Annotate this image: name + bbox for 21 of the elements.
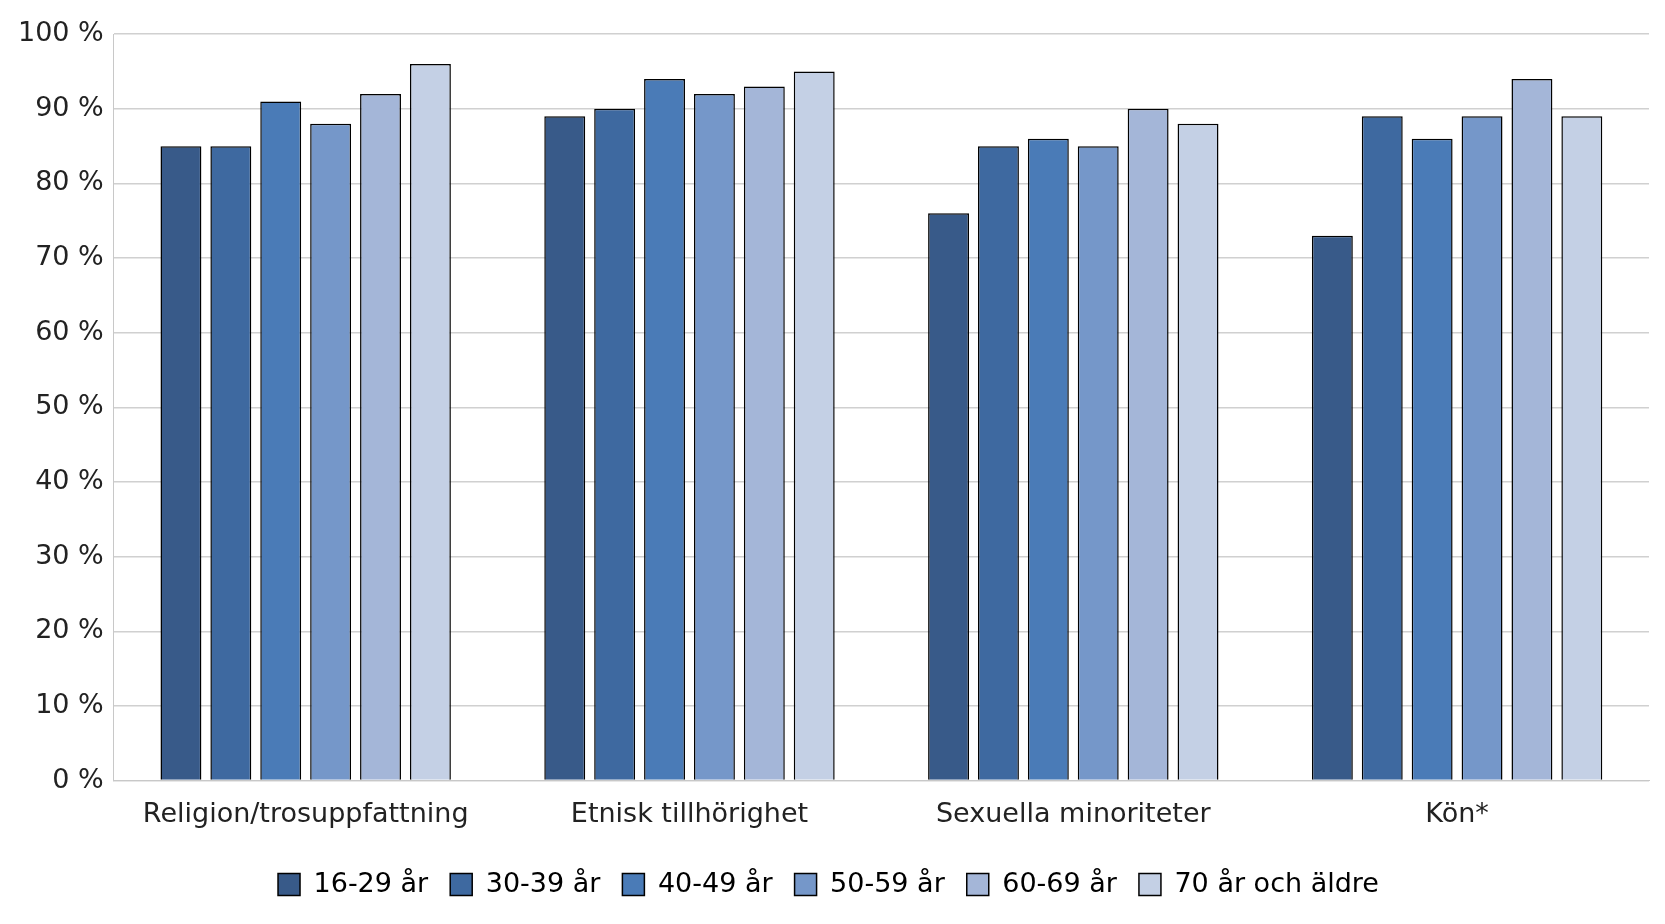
x-tick-label: Sexuella minoriteter xyxy=(935,796,1212,828)
x-tick-label: Religion/trosuppfattning xyxy=(142,796,469,828)
x-tick-label: Kön* xyxy=(1425,796,1489,828)
y-tick-label: 0 % xyxy=(52,762,104,794)
legend-label: 60-69 år xyxy=(1002,866,1118,898)
y-tick-label: 70 % xyxy=(35,240,104,272)
y-tick-label: 20 % xyxy=(35,613,104,645)
legend-label: 30-39 år xyxy=(485,866,602,898)
legend-label: 40-49 år xyxy=(657,866,774,898)
y-tick-label: 30 % xyxy=(35,538,104,570)
y-tick-label: 80 % xyxy=(35,165,104,197)
y-tick-label: 40 % xyxy=(35,464,104,496)
y-tick-label: 100 % xyxy=(17,16,104,48)
y-tick-label: 60 % xyxy=(35,314,104,346)
legend-label: 50-59 år xyxy=(830,866,946,898)
y-tick-label: 90 % xyxy=(35,90,104,122)
y-tick-label: 50 % xyxy=(35,389,104,421)
legend-label: 16-29 år xyxy=(313,866,430,898)
legend-label: 70 år och äldre xyxy=(1174,866,1379,898)
y-tick-label: 10 % xyxy=(35,687,104,719)
x-tick-label: Etnisk tillhörighet xyxy=(570,796,809,828)
